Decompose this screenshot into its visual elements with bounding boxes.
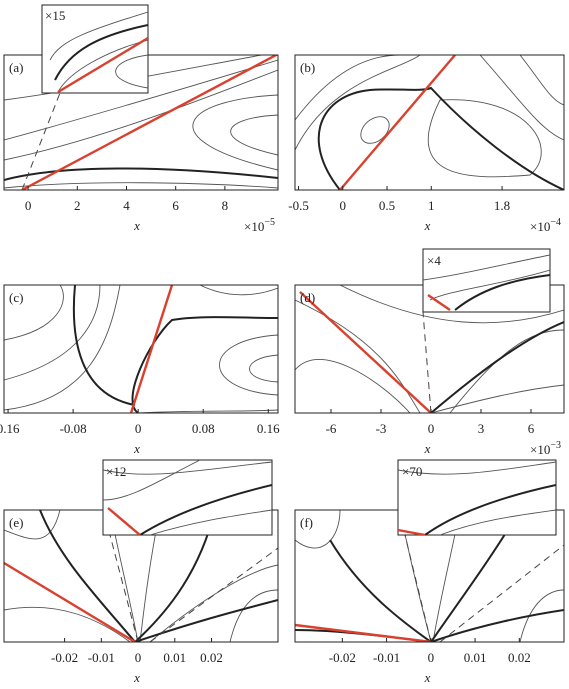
x-tick-label: -0.5 (288, 198, 309, 213)
x-tick-label: 6 (172, 198, 179, 213)
x-tick-label: -3 (376, 421, 387, 436)
x-tick-label: -0.02 (329, 650, 356, 665)
x-axis-label: x (424, 218, 431, 233)
x-tick-label: 0.01 (163, 650, 186, 665)
x-axis-label: x (424, 670, 431, 685)
x-tick-label: 4 (123, 198, 130, 213)
panel-frame (294, 54, 565, 191)
x-tick-label: -0.02 (51, 650, 78, 665)
x-tick-label: 0.02 (200, 650, 223, 665)
inset-a-curves (49, 11, 148, 93)
panel-frame (3, 284, 279, 414)
panel-label: (e) (9, 515, 23, 530)
x-axis-scale: ×10−3 (530, 440, 561, 457)
x-tick-label: 0 (135, 421, 142, 436)
x-tick-label: 0 (25, 198, 32, 213)
x-axis-exponent: −4 (550, 217, 561, 228)
inset-label: ×15 (45, 8, 65, 23)
panel-d-curves (295, 285, 564, 413)
x-tick-label: 0 (428, 421, 435, 436)
x-tick-label: -0.01 (88, 650, 115, 665)
x-tick-label: -6 (326, 421, 337, 436)
x-tick-label: 6 (528, 421, 535, 436)
x-axis-label: x (424, 441, 431, 456)
panel-label: (a) (9, 60, 23, 75)
inset-e-curves (103, 460, 272, 535)
x-tick-label: -0.01 (373, 650, 400, 665)
x-tick-label: 1 (428, 198, 435, 213)
x-axis-scale: ×10−5 (244, 217, 275, 234)
x-tick-label: 0 (428, 650, 435, 665)
x-tick-label: 0.5 (379, 198, 395, 213)
panel-label: (b) (300, 60, 315, 75)
panel-label: (d) (300, 290, 315, 305)
x-tick-label: 8 (222, 198, 229, 213)
panel-b-curves (295, 55, 564, 190)
x-axis-multiplier: ×10 (244, 219, 264, 234)
inset-label: ×70 (402, 464, 422, 479)
inset-label: ×12 (106, 464, 126, 479)
x-axis-scale: ×10−4 (530, 217, 561, 234)
x-axis-multiplier: ×10 (530, 442, 550, 457)
x-tick-label: 0.01 (464, 650, 487, 665)
panel-label: (f) (300, 515, 313, 530)
x-axis-label: x (133, 670, 140, 685)
x-tick-label: 0 (135, 650, 142, 665)
panel-label: (c) (9, 290, 23, 305)
x-axis-label: x (133, 441, 140, 456)
inset-frame (102, 459, 273, 536)
inset-label: ×4 (427, 253, 441, 268)
inset-d-curves (423, 254, 550, 311)
panel-a-curves (4, 55, 278, 190)
x-tick-label: 0.16 (257, 421, 280, 436)
x-tick-label: 0.08 (192, 421, 215, 436)
x-tick-label: -0.08 (60, 421, 87, 436)
x-tick-label: 1.8 (494, 198, 510, 213)
x-tick-label: 0 (340, 198, 347, 213)
x-axis-label: x (133, 218, 140, 233)
inset-f-curves (398, 461, 556, 535)
x-axis-multiplier: ×10 (530, 219, 550, 234)
x-tick-label: 0.02 (508, 650, 531, 665)
x-tick-label: 2 (74, 198, 81, 213)
x-axis-exponent: −3 (550, 440, 561, 451)
x-tick-label: 0.16 (0, 421, 20, 436)
x-axis-exponent: −5 (264, 217, 275, 228)
x-tick-label: 3 (478, 421, 485, 436)
panel-c-curves (4, 285, 278, 413)
